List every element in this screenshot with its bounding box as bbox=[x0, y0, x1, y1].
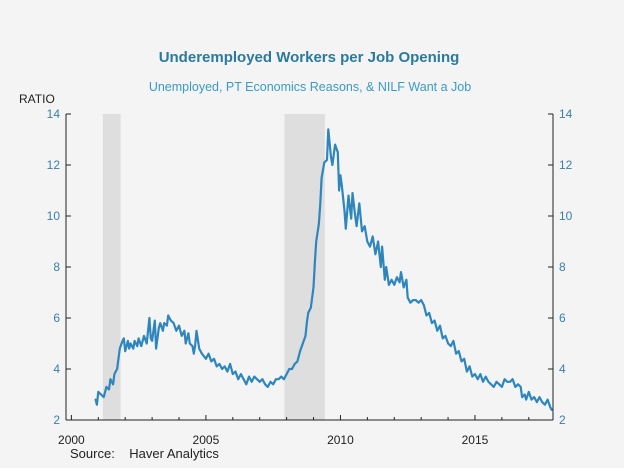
y-tick-label-right: 14 bbox=[559, 107, 573, 121]
chart-title: Underemployed Workers per Job Opening bbox=[159, 49, 460, 66]
x-tick-label: 2010 bbox=[327, 433, 354, 447]
x-tick-label: 2015 bbox=[462, 433, 489, 447]
y-tick-label-right: 2 bbox=[559, 413, 566, 427]
y-tick-label-left: 10 bbox=[47, 209, 61, 223]
y-tick-label-left: 6 bbox=[53, 311, 60, 325]
axes bbox=[65, 113, 554, 421]
y-axis-label: RATIO bbox=[19, 92, 55, 106]
y-tick-label-left: 4 bbox=[53, 362, 60, 376]
tick-labels: 2 2 4 4 6 6 8 8 10 10 12 12 14 14 2000 2005 2010 2015 bbox=[47, 107, 573, 447]
recession-band-2 bbox=[284, 114, 325, 420]
series-line-1 bbox=[94, 128, 553, 411]
y-tick-label-right: 8 bbox=[559, 260, 566, 274]
chart-subtitle: Unemployed, PT Economics Reasons, & NILF… bbox=[149, 80, 471, 94]
recession-band-1 bbox=[102, 114, 121, 420]
y-tick-label-right: 12 bbox=[559, 158, 573, 172]
series-layer bbox=[94, 128, 553, 411]
y-tick-label-right: 6 bbox=[559, 311, 566, 325]
x-tick-label: 2000 bbox=[58, 433, 85, 447]
y-tick-label-left: 2 bbox=[53, 413, 60, 427]
y-tick-label-left: 12 bbox=[47, 158, 61, 172]
source-note: Source: Haver Analytics bbox=[70, 446, 219, 461]
recession-bands bbox=[102, 114, 325, 420]
y-tick-label-left: 8 bbox=[53, 260, 60, 274]
y-tick-label-left: 14 bbox=[47, 107, 61, 121]
y-tick-label-right: 4 bbox=[559, 362, 566, 376]
x-tick-label: 2005 bbox=[193, 433, 220, 447]
y-tick-label-right: 10 bbox=[559, 209, 573, 223]
